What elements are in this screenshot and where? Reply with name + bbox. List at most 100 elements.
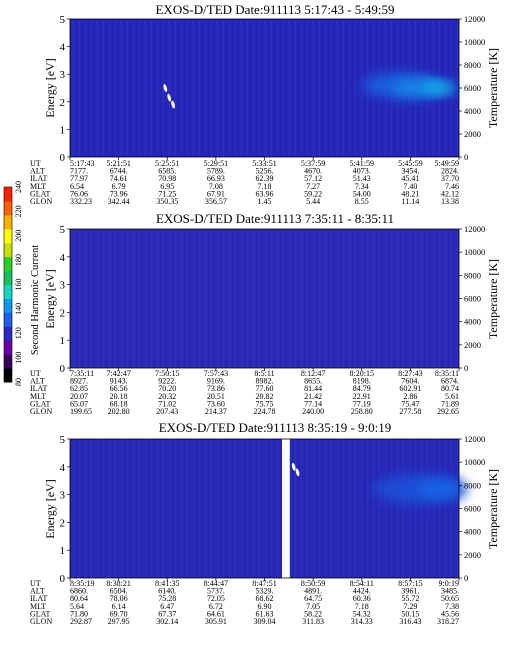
panel-2-table-cell: 73.86 (207, 384, 225, 393)
panel-2-table-cell: 8927. (70, 377, 88, 386)
panel-1-table-cell: 73.96 (110, 189, 128, 198)
panel-3-table-cell: 64.75 (304, 594, 322, 603)
panel-2-table-cell: 7:50:15 (155, 369, 179, 378)
panel-1-mark (167, 93, 172, 102)
panel-1-table-cell: 5:37:59 (301, 159, 325, 168)
panel-1-table-row-label: ILAT (30, 174, 47, 183)
panel-3-table-cell: 8:47:51 (252, 579, 276, 588)
panel-3-table-cell: 5737. (207, 587, 225, 596)
panel-2-table-cell: 224.78 (254, 407, 276, 416)
panel-1-title: EXOS-D/TED Date:911113 5:17:43 - 5:49:59 (155, 2, 394, 17)
panel-3-table-cell: 297.95 (108, 617, 130, 626)
panel-1-table-cell: 5:29:51 (204, 159, 228, 168)
panel-3-table-row-label: GLON (30, 617, 52, 626)
colorbar-swatch-12 (4, 200, 12, 216)
panel-2-temperature-tick-label: 4000 (464, 317, 481, 327)
panel-1-table-row-label: MLT (30, 182, 46, 191)
colorbar-tick-label: 100 (14, 352, 23, 364)
panel-1-table-cell: 59.22 (304, 189, 322, 198)
colorbar-swatch-0 (4, 368, 12, 383)
panel-3-hotspot (416, 480, 463, 498)
panel-3-table-cell: 6860. (70, 587, 88, 596)
panel-2-table-cell: 8198. (353, 377, 371, 386)
panel-3-table-cell: 318.27 (437, 617, 459, 626)
panel-2-temperature-tick-label: 6000 (464, 294, 481, 304)
panel-2-table-cell: 65.07 (70, 399, 88, 408)
panel-3-temperature-ticks: 0 2000 4000 6000 8000 10000 12000 (459, 434, 485, 583)
panel-1-table-cell: 6.54 (70, 182, 84, 191)
panel-2-table-cell: 81.44 (304, 384, 322, 393)
panel-1-table-cell: 51.43 (353, 174, 371, 183)
panel-1-y-tick-label: 3 (60, 69, 66, 81)
panel-3-table-cell: 6.14 (112, 602, 126, 611)
panel-3-table-cell: 8:57:15 (398, 579, 422, 588)
panel-1-y-tick-label: 1 (60, 124, 66, 136)
panel-3-table-cell: 75.28 (158, 594, 176, 603)
panel-1-table-cell: 5:25:51 (155, 159, 179, 168)
panel-2-table-cell: 73.60 (207, 399, 225, 408)
panel-1-table-cell: 1.45 (258, 197, 272, 206)
panel-3-table-cell: 309.04 (254, 617, 276, 626)
panel-2-table-cell: 62.85 (70, 384, 88, 393)
panel-1-table-cell: 5:49:59 (435, 159, 459, 168)
panel-1-temperature-tick-label: 6000 (464, 83, 481, 93)
panel-3-table-cell: 50.65 (441, 594, 459, 603)
panel-3-table-cell: 8:38:21 (106, 579, 130, 588)
panel-2-table-cell: 20.07 (70, 392, 88, 401)
panel-3-y-tick-label: 5 (60, 434, 66, 446)
panel-1-table-cell: 7.34 (355, 182, 369, 191)
panel-1-ylabel-right: Temperature [K] (486, 48, 500, 128)
panel-3-temperature-tick-label: 8000 (464, 480, 481, 490)
panel-2-table-row-label: GLAT (30, 399, 51, 408)
panel-2-table-cell: 8:12:47 (301, 369, 325, 378)
panel-1-table-cell: 74.61 (110, 174, 128, 183)
panel-3-texture (70, 439, 459, 578)
colorbar-frame (3, 186, 13, 383)
panel-3-table-row-label: UT (30, 579, 41, 588)
panel-3-plot (69, 438, 467, 579)
panel-2-table-cell: 22.91 (353, 392, 371, 401)
panel-1-table-cell: 5.44 (306, 197, 320, 206)
panel-2-table-cell: 77.14 (304, 399, 322, 408)
panel-2-table-cell: 6874. (441, 377, 459, 386)
panel-3-table-cell: 55.72 (401, 594, 419, 603)
panel-1-table-cell: 6.95 (160, 182, 174, 191)
panel-3-data-gap (282, 439, 290, 578)
panel-2-table-row-label: ILAT (30, 384, 47, 393)
panel-1-table-cell: 66.93 (207, 174, 225, 183)
panel-1-temperature-tick-label: 2000 (464, 129, 481, 139)
panel-3-table-row-label: ALT (30, 587, 45, 596)
colorbar-tick-label: 120 (14, 327, 23, 339)
panel-2-table-cell: 9169. (207, 377, 225, 386)
panel-1-table-cell: 7.08 (209, 182, 223, 191)
panel-3-table-cell: 314.33 (351, 617, 373, 626)
panel-1-table-cell: 2824. (441, 167, 459, 176)
panel-3-y-tick-label: 4 (60, 462, 66, 474)
panel-2-table-cell: 77.60 (256, 384, 274, 393)
panel-3-table-cell: 60.36 (353, 594, 371, 603)
panel-1-table-cell: 67.91 (207, 189, 225, 198)
panel-2-table-cell: 8655. (304, 377, 322, 386)
panel-2-table-row-label: GLON (30, 407, 52, 416)
panel-2-plot (69, 228, 460, 369)
panel-1-table-cell: 5:41:59 (350, 159, 374, 168)
panel-2-temperature-ticks: 0 2000 4000 6000 8000 10000 12000 (459, 224, 485, 373)
panel-2-ylabel: Energy [eV] (43, 269, 57, 328)
colorbar-swatch-8 (4, 256, 12, 272)
panel-2-table-cell: 240.00 (302, 407, 324, 416)
panel-1-y-tick-label: 0 (60, 152, 66, 164)
panel-3-table-cell: 7.29 (403, 602, 417, 611)
panel-3-table-row-label: MLT (30, 602, 46, 611)
panel-3-y-ticks: 0 1 2 3 4 5 (60, 434, 70, 585)
panel-2-y-tick-label: 5 (60, 224, 66, 236)
panel-2-table-cell: 292.65 (437, 407, 459, 416)
panel-1-table-cell: 5256. (256, 167, 274, 176)
panel-1-marks (163, 84, 175, 109)
panel-1-table-cell: 57.12 (304, 174, 322, 183)
panel-1-table-cell: 37.70 (441, 174, 459, 183)
panel-2-table-cell: 80.74 (441, 384, 459, 393)
colorbar-tick-label: 160 (14, 279, 23, 291)
panel-3-table-cell: 58.22 (304, 609, 322, 618)
panel-3-table-cell: 5329. (256, 587, 274, 596)
